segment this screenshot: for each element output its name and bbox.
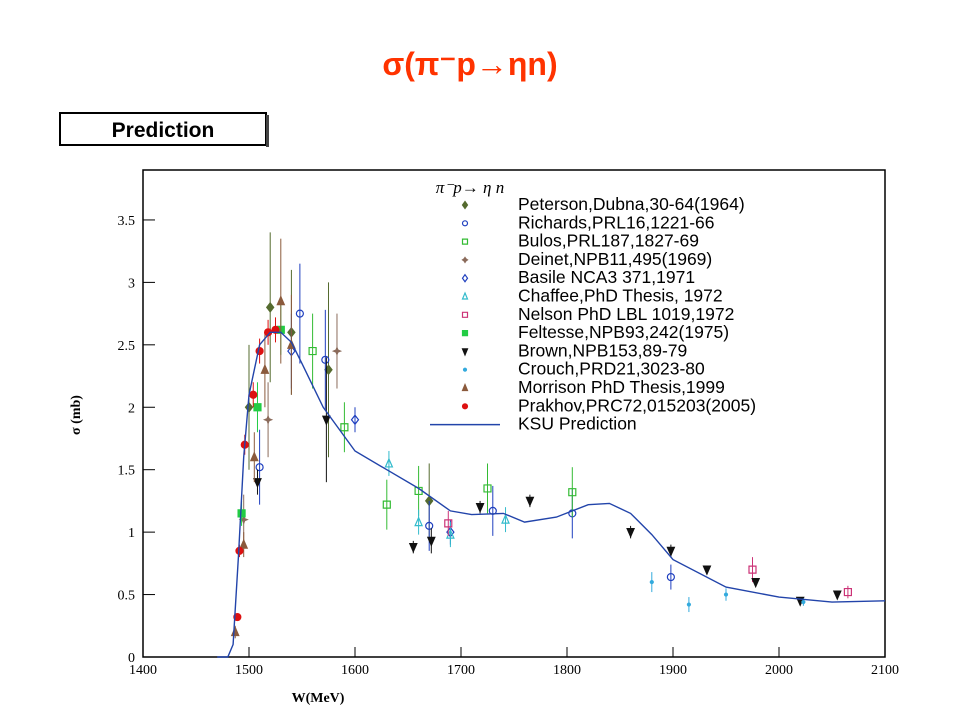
badge-box <box>59 112 267 146</box>
data-point <box>244 401 254 413</box>
data-point <box>331 345 343 357</box>
data-point <box>230 626 240 637</box>
y-tick-label: 2.5 <box>118 339 136 354</box>
legend-label: Chaffee,PhD Thesis, 1972 <box>518 286 723 306</box>
legend-label: KSU Prediction <box>518 414 637 434</box>
data-point <box>568 488 577 497</box>
data-point <box>235 546 244 555</box>
x-tick-label: 2100 <box>871 663 899 678</box>
data-point <box>843 587 852 597</box>
data-point <box>444 519 453 528</box>
legend-label: Deinet,NPB11,495(1969) <box>518 249 712 269</box>
data-point <box>483 484 492 493</box>
legend-marker <box>461 200 469 210</box>
data-point <box>350 414 360 426</box>
legend-label: Crouch,PRD21,3023-80 <box>518 359 705 379</box>
data-point <box>475 503 485 514</box>
y-axis-label: σ (mb) <box>69 395 84 435</box>
legend-marker <box>461 256 469 264</box>
data-point <box>702 565 712 576</box>
data-point <box>414 516 424 527</box>
data-point <box>340 423 349 432</box>
data-point <box>239 538 249 549</box>
legend-marker <box>461 348 469 357</box>
data-point <box>649 580 654 585</box>
data-point <box>414 486 423 496</box>
data-point <box>249 451 259 462</box>
legend-title: π⁻p→ η n <box>436 178 504 197</box>
x-tick-label: 1500 <box>235 663 263 678</box>
data-point <box>321 355 330 364</box>
legend-label: Peterson,Dubna,30-64(1964) <box>518 194 745 214</box>
data-point <box>237 509 246 518</box>
data-point <box>408 543 418 554</box>
data-point <box>295 309 304 318</box>
x-tick-label: 1600 <box>341 663 369 678</box>
data-point <box>262 414 274 425</box>
legend-marker <box>461 273 469 283</box>
data-point <box>321 415 331 426</box>
legend-label: Brown,NPB153,89-79 <box>518 340 687 360</box>
legend-marker <box>462 367 468 372</box>
data-point <box>425 521 434 530</box>
legend-marker <box>461 291 469 300</box>
legend-label: Richards,PRL16,1221-66 <box>518 212 715 232</box>
x-tick-label: 1400 <box>129 663 157 678</box>
data-point <box>832 590 842 601</box>
legend-label: Basile NCA3 371,1971 <box>518 267 695 287</box>
x-tick-label: 1800 <box>553 663 581 678</box>
legend-marker <box>461 330 469 337</box>
legend-label: Nelson PhD LBL 1019,1972 <box>518 304 734 324</box>
data-point <box>626 528 636 539</box>
data-point <box>568 509 577 518</box>
data-point <box>249 390 258 399</box>
x-tick-label: 2000 <box>765 663 793 678</box>
data-point <box>751 577 761 589</box>
y-tick-label: 3.5 <box>118 214 136 229</box>
data-point <box>382 500 391 509</box>
y-tick-label: 3 <box>128 276 135 291</box>
data-point <box>253 403 262 412</box>
data-point <box>686 602 692 607</box>
badge-shadow <box>266 115 269 147</box>
slide-title: σ(π⁻p→ηn) <box>382 46 557 82</box>
data-point <box>265 301 275 313</box>
prediction-curve <box>217 331 886 658</box>
x-tick-label: 1900 <box>659 663 687 678</box>
data-point <box>426 536 436 547</box>
badge-label: Prediction <box>112 119 215 142</box>
legend-marker <box>461 220 469 227</box>
data-point <box>384 457 394 468</box>
plot-frame <box>142 169 886 658</box>
data-point <box>308 346 317 356</box>
legend-marker <box>461 311 469 318</box>
y-tick-label: 0 <box>128 651 135 666</box>
legend-marker <box>461 382 469 392</box>
y-tick-label: 2 <box>128 401 135 416</box>
data-point <box>723 592 729 597</box>
legend-label: Feltesse,NPB93,242(1975) <box>518 322 729 342</box>
legend-label: Bulos,PRL187,1827-69 <box>518 231 699 251</box>
legend-marker <box>461 403 469 410</box>
data-point <box>501 513 510 524</box>
legend-marker <box>461 238 469 245</box>
legend-label: Morrison PhD Thesis,1999 <box>518 377 725 397</box>
data-point <box>253 478 262 489</box>
y-tick-label: 1 <box>128 526 135 541</box>
data-point <box>666 546 676 557</box>
y-tick-label: 0.5 <box>118 589 136 604</box>
legend-label: Prakhov,PRC72,015203(2005) <box>518 395 756 415</box>
data-point <box>666 572 675 582</box>
data-point <box>525 496 535 507</box>
data-point <box>748 565 757 574</box>
data-point <box>801 600 806 605</box>
data-point <box>260 363 270 374</box>
y-tick-label: 1.5 <box>118 464 136 479</box>
x-axis-label: W(MeV) <box>292 691 345 706</box>
data-point <box>276 295 286 306</box>
x-tick-label: 1700 <box>447 663 475 678</box>
